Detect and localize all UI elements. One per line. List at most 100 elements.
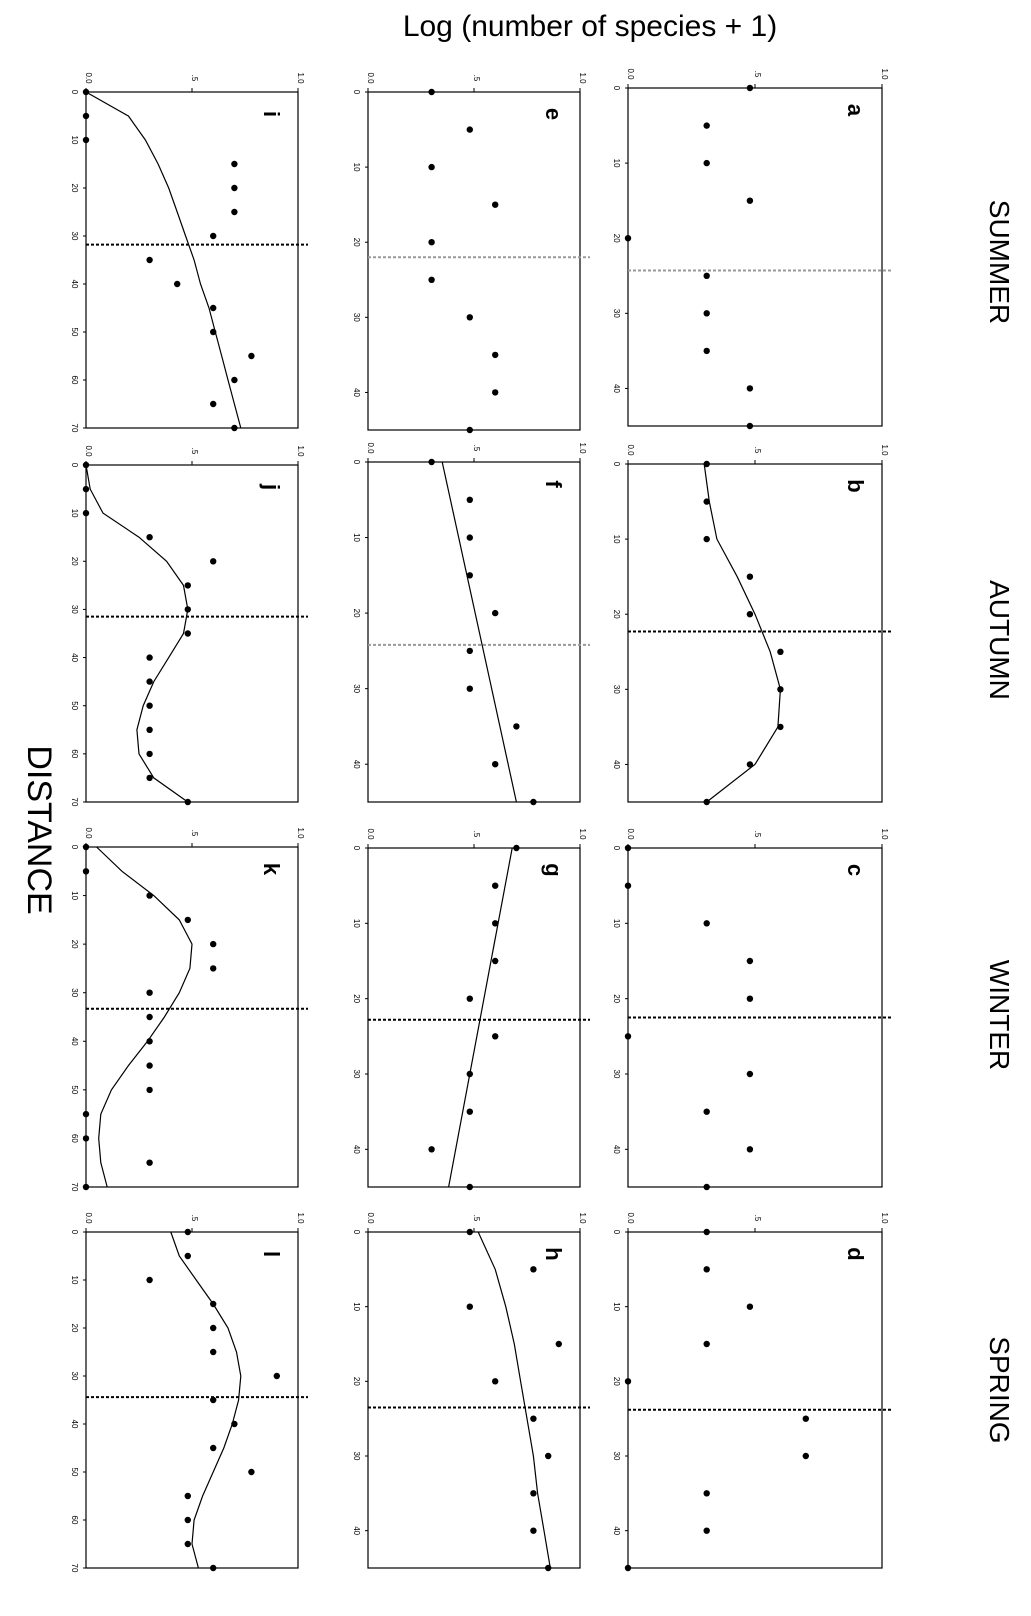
panel-b-value-tick-label: 1.0	[880, 444, 889, 456]
panel-c-data-point	[746, 1070, 754, 1078]
panel-l-distance-tick-label: 20	[70, 1324, 79, 1333]
panel-j-distance-tick-label: 40	[70, 653, 79, 662]
panel-d-distance-tick-label: 40	[612, 1526, 621, 1535]
panel-h-data-point	[545, 1452, 552, 1460]
panel-k-data-point	[146, 892, 153, 899]
panel-l-distance-tick-label: 60	[70, 1516, 79, 1525]
panel-d-distance-tick-label: 0	[612, 1230, 621, 1235]
panel-g-distance-tick-label: 40	[352, 1145, 361, 1154]
panel-c-data-point	[624, 882, 632, 889]
panel-h-frame	[367, 1231, 581, 1569]
panel-g-data-point	[492, 882, 499, 889]
panel-l-letter: l	[259, 1251, 284, 1257]
panel-c-data-point	[746, 957, 754, 965]
panel-l-data-point	[210, 1324, 217, 1332]
panel-f-data-point	[428, 458, 435, 466]
panel-k-data-point	[82, 1135, 90, 1142]
panel-h-value-tick-label: 0.0	[366, 1212, 375, 1224]
panel-j-frame	[85, 464, 299, 803]
panel-f-distance-tick-label: 30	[352, 684, 361, 693]
panel-f-distance-tick-label: 20	[352, 609, 361, 618]
panel-e-data-point	[428, 239, 435, 246]
panel-i-data-point	[82, 136, 90, 144]
x-axis-title: DISTANCE	[20, 745, 58, 914]
panel-i-fit-curve	[85, 91, 242, 429]
panel-g-fit-curve	[448, 847, 513, 1188]
panel-b-distance-tick-label: 20	[612, 610, 621, 619]
panel-i-letter: i	[259, 111, 284, 117]
panel-k-data-point	[210, 940, 217, 948]
panel-i-data-point	[82, 112, 90, 120]
panel-d-data-point	[624, 1564, 632, 1572]
panel-h-distance-tick-label: 0	[352, 1230, 361, 1235]
panel-g-distance-tick-label: 20	[352, 994, 361, 1003]
panel-j-data-point	[184, 582, 191, 589]
panel-f-value-tick-label: 0.0	[366, 442, 375, 454]
panel-a-data-point	[746, 197, 754, 204]
panel-a-frame	[627, 87, 883, 427]
panel-h-distance-tick-label: 10	[352, 1302, 361, 1311]
panel-j-data-point	[184, 798, 191, 806]
panel-e-data-point	[466, 126, 473, 133]
season-label-autumn: AUTUMN	[984, 580, 1015, 700]
panel-h-data-point	[466, 1228, 473, 1236]
panel-d-value-tick-label: 0.0	[626, 1212, 635, 1224]
panel-i-value-tick-label: 0.0	[84, 72, 93, 84]
panel-g-letter: g	[541, 863, 566, 876]
panel-f-data-point	[466, 534, 473, 541]
panel-k-distance-tick-label: 70	[70, 1183, 79, 1192]
panel-i-value-tick-label: 1.0	[296, 72, 305, 84]
panel-c-value-tick-label: 1.0	[880, 828, 889, 840]
panel-j-data-point	[146, 534, 153, 541]
panel-c-data-point	[624, 1033, 632, 1040]
panel-j-data-point	[82, 485, 90, 493]
panel-k-distance-tick-label: 20	[70, 940, 79, 949]
panel-l-data-point	[210, 1396, 217, 1404]
panel-d-value-tick-label: .5	[753, 1215, 762, 1222]
panel-b-data-point	[703, 798, 710, 806]
panel-f-value-tick-label: 1.0	[578, 442, 587, 454]
panel-f-data-point	[466, 496, 473, 503]
panel-j-distance-tick-label: 10	[70, 509, 79, 518]
panel-l-data-point	[184, 1492, 191, 1500]
panel-c-data-point	[703, 920, 710, 927]
panel-j-data-point	[210, 558, 217, 565]
panel-g-distance-tick-label: 30	[352, 1070, 361, 1079]
panel-i-data-point	[231, 160, 238, 168]
panel-d-data-point	[802, 1415, 809, 1422]
panel-j-value-tick-label: .5	[190, 448, 199, 455]
panel-d-data-point	[703, 1228, 710, 1236]
panel-k-data-point	[82, 1110, 90, 1118]
panel-h-distance-tick-label: 20	[352, 1377, 361, 1386]
panel-g-data-point	[466, 1183, 473, 1191]
panel-d-data-point	[703, 1490, 710, 1497]
panel-i-distance-tick-label: 70	[70, 424, 79, 433]
panel-i-data-point	[231, 184, 238, 192]
panel-d-data-point	[703, 1266, 710, 1273]
panel-g-data-point	[492, 957, 499, 965]
panel-a-value-tick-label: 0.0	[626, 68, 635, 80]
panel-g-distance-tick-label: 0	[352, 846, 361, 851]
panel-h-letter: h	[541, 1247, 566, 1260]
panel-j-value-tick-label: 0.0	[84, 445, 93, 457]
panel-h-data-point	[530, 1266, 537, 1273]
panel-i-data-point	[210, 400, 217, 408]
panel-f-frame	[367, 461, 581, 803]
panel-l-data-point	[184, 1228, 191, 1236]
panel-g-value-tick-label: 0.0	[366, 828, 375, 840]
panel-c-data-point	[746, 995, 754, 1002]
panel-f-distance-tick-label: 0	[352, 460, 361, 465]
panel-g-data-point	[513, 844, 520, 852]
panel-d-data-point	[703, 1527, 710, 1534]
panel-f-data-point	[492, 609, 499, 617]
panel-k-value-tick-label: .5	[190, 830, 199, 837]
panel-k-distance-tick-label: 60	[70, 1134, 79, 1143]
panel-c-value-tick-label: 0.0	[626, 828, 635, 840]
panel-l-data-point	[210, 1300, 217, 1308]
panel-k-data-point	[146, 1013, 153, 1021]
panel-k-distance-tick-label: 0	[70, 845, 79, 850]
panel-l-distance-tick-label: 70	[70, 1564, 79, 1573]
panel-b-distance-tick-label: 10	[612, 535, 621, 544]
panel-grid: 0.0 .5 1.0 0 10 20 30 40 a 0.0 .5 1.0 0 10 20 30 40 b 0.0.…	[70, 68, 892, 1573]
